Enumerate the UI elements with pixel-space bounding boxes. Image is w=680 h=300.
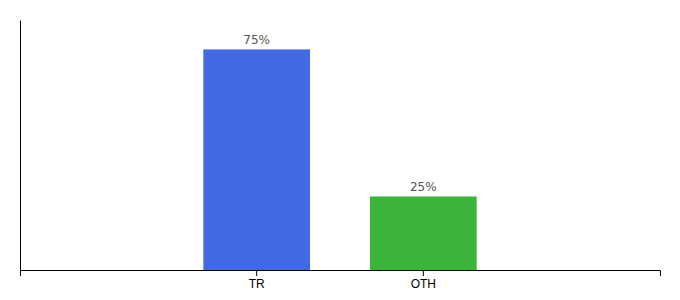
- x-tick-label: TR: [249, 277, 265, 291]
- y-axis: [20, 21, 21, 271]
- bars: [203, 49, 476, 270]
- x-tick: TR: [249, 270, 265, 291]
- data-labels: 75% 25%: [243, 33, 436, 194]
- bar: [370, 196, 477, 270]
- chart: TR OTH 75% 25%: [0, 0, 680, 300]
- x-tick: OTH: [411, 270, 436, 291]
- y-axis-line: [20, 21, 21, 271]
- bar: [203, 49, 310, 270]
- data-label: 25%: [410, 180, 437, 194]
- x-tick-mark: [256, 270, 257, 276]
- x-tick-label: OTH: [411, 277, 436, 291]
- x-axis-line: [21, 271, 661, 277]
- data-label: 75%: [243, 33, 270, 47]
- x-axis: TR OTH: [21, 270, 661, 291]
- plot: TR OTH 75% 25%: [21, 21, 661, 291]
- x-tick-mark: [423, 270, 424, 276]
